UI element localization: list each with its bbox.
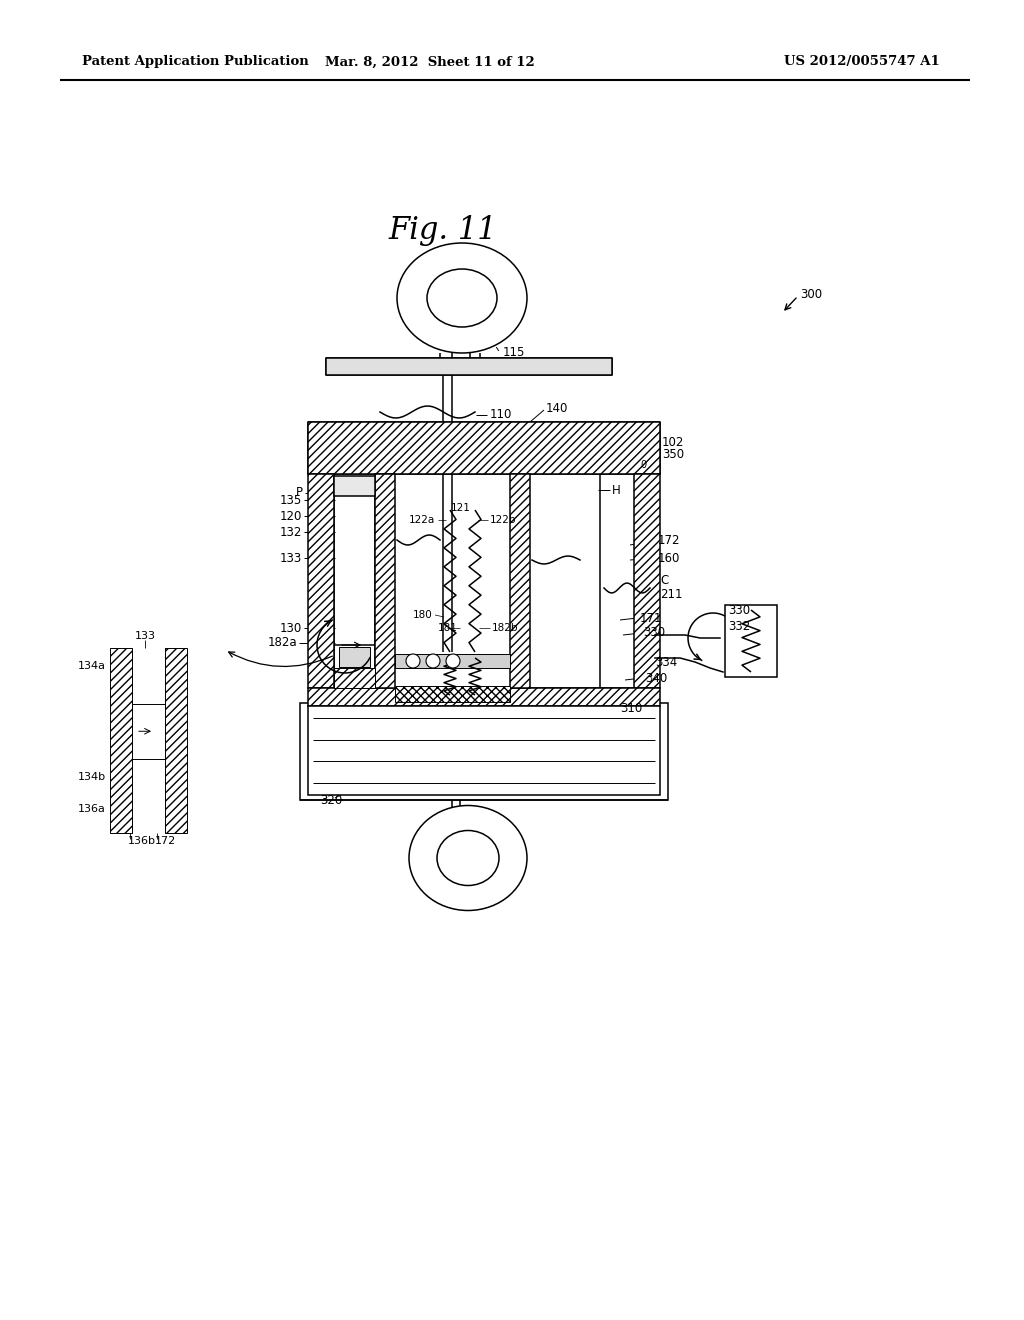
Text: 133: 133 [134,631,156,642]
Text: 122a: 122a [409,515,435,525]
Text: 181: 181 [438,623,458,634]
Text: Fig. 11: Fig. 11 [389,214,498,246]
Bar [308,706,660,795]
Text: 182b: 182b [492,623,518,634]
Text: 171: 171 [640,611,663,624]
Text: 0: 0 [640,459,646,470]
Circle shape [426,653,440,668]
Text: US 2012/0055747 A1: US 2012/0055747 A1 [784,55,940,69]
Text: 136b: 136b [128,836,156,846]
Text: 300: 300 [800,289,822,301]
Bar [334,477,375,496]
Text: 330: 330 [728,603,751,616]
Text: 134b: 134b [78,772,106,783]
Bar [300,704,668,800]
Text: 132: 132 [280,525,302,539]
Text: 180: 180 [414,610,433,620]
Bar [110,648,132,833]
Text: 211: 211 [660,589,683,602]
Text: 172: 172 [155,836,176,846]
Bar [308,474,334,688]
Ellipse shape [427,269,497,327]
Circle shape [446,653,460,668]
Text: 330: 330 [643,627,666,639]
Bar [510,474,530,688]
Text: 122b: 122b [490,515,516,525]
Text: 140: 140 [546,401,568,414]
Text: 332: 332 [728,619,751,632]
Ellipse shape [397,243,527,352]
Text: 310: 310 [620,701,642,714]
Text: 130: 130 [280,622,302,635]
Text: 182a: 182a [267,636,297,649]
Bar [326,358,612,375]
Text: Mar. 8, 2012  Sheet 11 of 12: Mar. 8, 2012 Sheet 11 of 12 [326,55,535,69]
Text: 133: 133 [280,552,302,565]
Bar [395,653,510,668]
Text: 120: 120 [280,510,302,523]
Text: 134a: 134a [78,661,106,671]
Ellipse shape [437,830,499,886]
Circle shape [406,653,420,668]
Text: 135: 135 [280,494,302,507]
Text: Patent Application Publication: Patent Application Publication [82,55,309,69]
Ellipse shape [409,805,527,911]
Bar [334,668,375,688]
Bar [339,647,370,667]
Bar [308,688,660,706]
Text: 121: 121 [451,503,471,513]
Text: 320: 320 [319,793,342,807]
Text: 136a: 136a [78,804,106,814]
Text: C: C [660,573,669,586]
Bar [634,474,660,688]
Text: 340: 340 [645,672,668,685]
Text: 350: 350 [662,449,684,462]
Text: 334: 334 [655,656,677,669]
Text: 160: 160 [658,552,680,565]
Text: 115: 115 [503,346,525,359]
Text: P: P [296,487,303,499]
Bar [165,648,187,833]
Text: 172: 172 [658,533,681,546]
Bar [375,474,395,688]
Bar [395,686,510,702]
Text: 102: 102 [662,436,684,449]
Bar [725,605,777,677]
Text: 110: 110 [490,408,512,421]
Text: H: H [612,483,621,496]
Bar [308,422,660,474]
